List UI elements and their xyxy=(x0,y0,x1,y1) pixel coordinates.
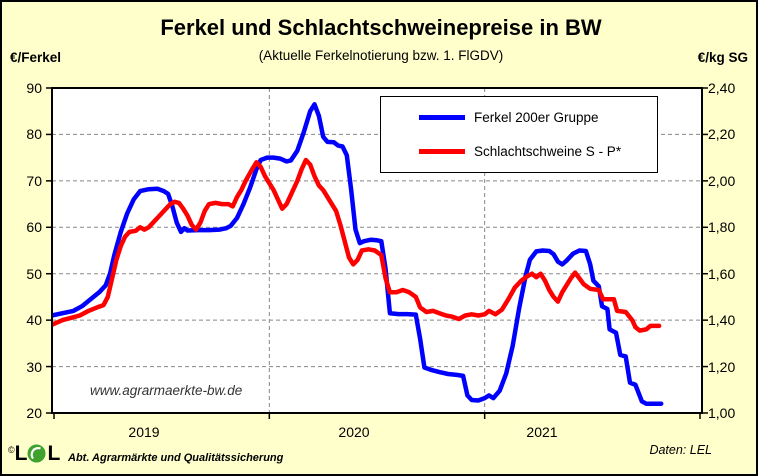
x-label-2021: 2021 xyxy=(526,424,558,440)
right-axis-unit: €/kg SG xyxy=(697,50,748,65)
left-tick-60: 60 xyxy=(26,219,42,236)
x-label-2020: 2020 xyxy=(338,424,370,440)
right-tick-2,20: 2,20 xyxy=(708,126,736,143)
right-tick-2,40: 2,40 xyxy=(708,80,736,96)
legend-label: Ferkel 200er Gruppe xyxy=(474,110,599,126)
chart-subtitle: (Aktuelle Ferkelnotierung bzw. 1. FlGDV) xyxy=(258,48,504,63)
lel-green-circle-icon xyxy=(27,444,46,463)
legend-line-sample xyxy=(419,148,465,154)
plot-frame xyxy=(51,87,703,414)
legend-item-ferkel: Ferkel 200er Gruppe xyxy=(381,110,657,125)
left-tick-20: 20 xyxy=(26,405,42,421)
right-tick-1,00: 1,00 xyxy=(708,405,736,421)
left-axis-unit: €/Ferkel xyxy=(10,50,62,65)
right-tick-1,20: 1,20 xyxy=(708,358,736,375)
legend-item-schlachtschweine: Schlachtschweine S - P* xyxy=(381,144,657,159)
series-line-ferkel xyxy=(52,102,664,406)
logo-letter-left: L xyxy=(14,442,28,465)
right-tick-1,60: 1,60 xyxy=(708,265,736,282)
legend-line-sample xyxy=(419,115,465,121)
right-tick-2,00: 2,00 xyxy=(708,172,736,189)
left-tick-30: 30 xyxy=(26,358,42,375)
series-line-schlachtschweine xyxy=(52,157,662,333)
page-title: Ferkel und Schlachtschweinepreise in BW xyxy=(160,15,602,40)
legend-label: Schlachtschweine S - P* xyxy=(474,143,622,159)
watermark-url: www.agrarmaerkte-bw.de xyxy=(90,383,243,398)
right-tick-1,40: 1,40 xyxy=(708,312,736,329)
department-label: Abt. Agrarmärkte und Qualitätssicherung xyxy=(68,452,284,464)
left-tick-50: 50 xyxy=(26,265,42,282)
x-label-2019: 2019 xyxy=(128,424,160,440)
chart-legend: Ferkel 200er Gruppe Schlachtschweine S - … xyxy=(380,96,658,173)
left-tick-40: 40 xyxy=(26,312,42,329)
lel-logo: © L L xyxy=(8,442,60,465)
left-tick-70: 70 xyxy=(26,172,42,189)
left-tick-90: 90 xyxy=(26,80,42,96)
copyright-symbol: © xyxy=(8,444,15,455)
left-tick-80: 80 xyxy=(26,126,42,143)
data-source-label: Daten: LEL xyxy=(649,443,712,457)
logo-letter-right: L xyxy=(47,442,60,465)
right-tick-1,80: 1,80 xyxy=(708,219,736,236)
